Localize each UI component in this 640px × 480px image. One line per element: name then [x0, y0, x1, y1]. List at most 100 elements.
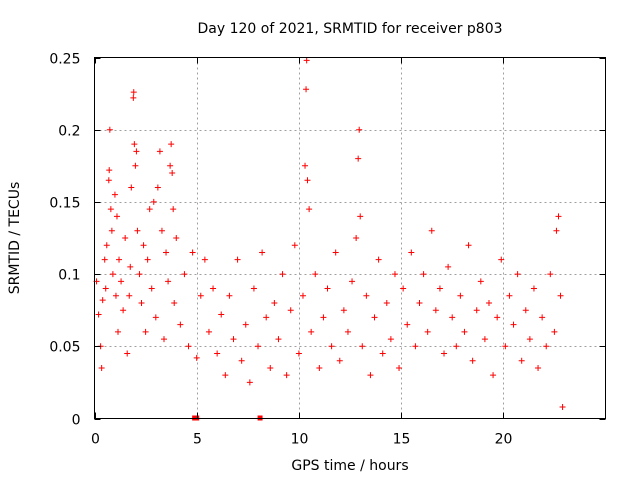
data-point — [142, 328, 149, 335]
data-point — [165, 278, 172, 285]
data-point — [234, 256, 241, 263]
data-point — [303, 57, 310, 64]
data-point — [302, 162, 309, 169]
data-point — [130, 89, 137, 96]
data-point — [279, 271, 286, 278]
data-point — [465, 242, 472, 249]
data-point — [263, 314, 270, 321]
data-point — [304, 177, 311, 184]
data-point — [146, 206, 153, 213]
data-point — [163, 249, 170, 256]
data-point — [514, 271, 521, 278]
data-point — [134, 227, 141, 234]
data-point — [428, 227, 435, 234]
data-point — [197, 292, 204, 299]
x-tick-label: 0 — [91, 432, 100, 448]
data-point — [108, 227, 115, 234]
data-point — [412, 343, 419, 350]
data-point — [457, 292, 464, 299]
data-point — [383, 299, 390, 306]
data-point — [112, 292, 119, 299]
data-point — [105, 177, 112, 184]
data-point — [156, 148, 163, 155]
data-point — [340, 307, 347, 314]
data-point — [291, 242, 298, 249]
data-point — [250, 285, 257, 292]
data-point — [445, 263, 452, 270]
data-point — [98, 364, 105, 371]
axis-ticks — [94, 57, 606, 420]
data-point — [171, 299, 178, 306]
plot-frame — [94, 57, 606, 419]
data-point — [167, 162, 174, 169]
data-point — [115, 328, 122, 335]
y-tick-label: 0.15 — [49, 196, 80, 212]
data-point — [106, 167, 113, 174]
data-point — [181, 271, 188, 278]
data-point — [436, 285, 443, 292]
data-point — [122, 235, 129, 241]
data-point — [128, 184, 135, 191]
data-point — [275, 336, 282, 343]
data-point — [124, 350, 131, 357]
chart-title: Day 120 of 2021, SRMTID for receiver p80… — [197, 21, 502, 37]
data-point — [120, 307, 127, 314]
data-point — [118, 278, 125, 285]
y-tick-label: 0.1 — [58, 268, 80, 284]
data-point — [201, 256, 208, 263]
data-point — [555, 213, 562, 220]
data-point — [126, 292, 133, 299]
data-point — [396, 364, 403, 371]
data-point — [391, 271, 398, 278]
data-point — [355, 155, 362, 162]
x-tick-label: 5 — [193, 432, 202, 448]
data-point — [308, 328, 315, 335]
data-point — [136, 271, 143, 278]
data-point — [336, 357, 343, 364]
data-point — [543, 343, 550, 350]
data-point — [214, 350, 221, 357]
data-point — [299, 292, 306, 299]
data-point — [416, 299, 423, 306]
data-point — [259, 249, 266, 256]
data-point — [185, 343, 192, 350]
data-point — [312, 271, 319, 278]
data-point — [103, 242, 110, 249]
data-point — [449, 314, 456, 321]
data-point — [553, 227, 560, 234]
data-point — [154, 184, 161, 191]
data-point — [328, 343, 335, 350]
y-tick-label: 0.05 — [49, 340, 80, 356]
data-point — [363, 292, 370, 299]
x-tick-labels: 0 5 10 15 20 — [91, 432, 512, 448]
data-point — [481, 336, 488, 343]
data-point — [461, 328, 468, 335]
data-point — [547, 271, 554, 278]
x-tick-label: 20 — [495, 432, 513, 448]
data-point — [130, 94, 137, 101]
data-point — [133, 148, 140, 155]
data-point — [494, 314, 501, 321]
data-point — [107, 206, 114, 213]
data-point — [453, 343, 460, 350]
data-point — [303, 86, 310, 93]
data-point — [557, 292, 564, 299]
data-point — [473, 307, 480, 314]
x-tick-label: 10 — [291, 432, 309, 448]
data-point — [246, 379, 253, 386]
data-point — [271, 299, 278, 306]
data-point — [387, 336, 394, 343]
data-point — [356, 126, 363, 133]
data-point — [502, 343, 509, 350]
x-axis-label: GPS time / hours — [291, 458, 408, 474]
data-point — [506, 292, 513, 299]
data-point — [320, 314, 327, 321]
data-point — [138, 299, 145, 306]
y-tick-labels: 0 0.05 0.1 0.15 0.2 0.25 — [49, 52, 80, 429]
data-point — [255, 343, 262, 350]
data-point — [510, 321, 517, 328]
data-point — [132, 162, 139, 169]
data-point — [193, 354, 200, 361]
